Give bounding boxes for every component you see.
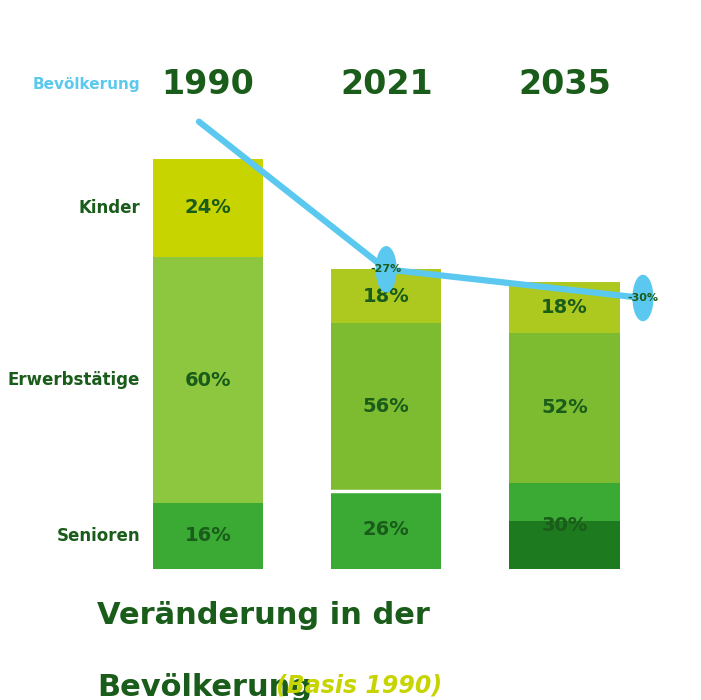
Bar [509,482,620,522]
Text: 52%: 52% [541,398,588,417]
Bar [509,333,620,482]
Circle shape [633,276,653,321]
Text: Erwerbstätige: Erwerbstätige [8,371,140,389]
Text: 18%: 18% [541,298,588,317]
Text: 2021: 2021 [340,69,433,102]
Bar [153,503,263,568]
Text: Bevölkerung: Bevölkerung [97,673,313,700]
Text: Veränderung in der: Veränderung in der [97,601,430,631]
Text: 24%: 24% [184,198,231,217]
Text: 18%: 18% [363,287,409,306]
Text: 2035: 2035 [518,69,611,102]
Text: (Basis 1990): (Basis 1990) [275,673,442,697]
Text: Senioren: Senioren [57,527,140,545]
Bar [509,281,620,333]
Text: -30%: -30% [627,293,658,303]
Text: 60%: 60% [184,370,231,389]
Text: 16%: 16% [184,526,231,545]
Text: 30%: 30% [541,516,587,535]
Text: Kinder: Kinder [79,199,140,217]
Bar [331,323,442,491]
Bar [331,491,442,568]
Text: Bevölkerung: Bevölkerung [32,77,140,92]
Circle shape [376,246,396,292]
Text: -27%: -27% [371,265,402,274]
Text: 26%: 26% [363,520,409,539]
Bar [153,257,263,503]
Bar [153,159,263,257]
Text: 1990: 1990 [161,69,254,102]
Text: 56%: 56% [363,398,409,416]
Bar [331,270,442,323]
Bar [509,522,620,568]
